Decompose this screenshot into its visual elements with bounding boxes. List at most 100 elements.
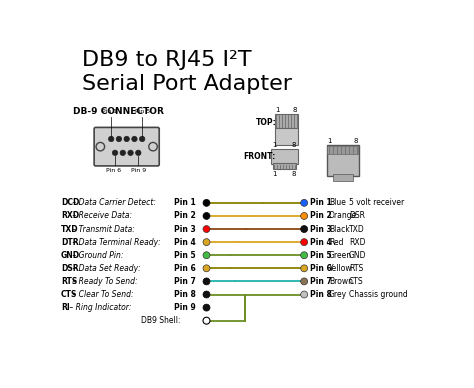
Text: 1: 1: [273, 142, 277, 148]
Text: Pin 8: Pin 8: [174, 290, 196, 299]
Text: Pin 1: Pin 1: [310, 198, 331, 207]
Text: GND: GND: [349, 251, 366, 260]
Bar: [275, 128, 298, 145]
Text: Green: Green: [329, 251, 352, 260]
Text: Pin 5: Pin 5: [310, 251, 331, 260]
Text: TXD: TXD: [61, 225, 78, 234]
Text: GND: GND: [61, 251, 80, 260]
Text: FRONT:: FRONT:: [244, 152, 276, 161]
Text: Pin 4: Pin 4: [310, 237, 331, 247]
Circle shape: [301, 265, 308, 272]
Text: DB9 Shell:: DB9 Shell:: [141, 316, 180, 325]
Circle shape: [301, 213, 308, 220]
Circle shape: [203, 213, 210, 220]
Text: Pin 3: Pin 3: [310, 225, 331, 234]
Text: – Data Terminal Ready:: – Data Terminal Ready:: [70, 237, 160, 247]
Text: Brown: Brown: [329, 277, 353, 286]
Text: Grey: Grey: [329, 290, 347, 299]
Bar: [328, 146, 358, 154]
Circle shape: [132, 136, 137, 142]
Text: RTS: RTS: [349, 264, 364, 273]
Text: – Ring Indicator:: – Ring Indicator:: [67, 303, 131, 312]
Circle shape: [203, 252, 210, 259]
Circle shape: [124, 136, 129, 142]
Text: Red: Red: [329, 237, 344, 247]
Text: CTS: CTS: [349, 277, 364, 286]
Text: 5 volt receiver: 5 volt receiver: [349, 198, 404, 207]
Text: Serial Port Adapter: Serial Port Adapter: [82, 74, 292, 94]
Text: Pin 1: Pin 1: [102, 109, 117, 114]
Text: – Transmit Data:: – Transmit Data:: [70, 225, 135, 234]
Text: – Ground Pin:: – Ground Pin:: [70, 251, 123, 260]
Text: Pin 6: Pin 6: [174, 264, 196, 273]
Text: Pin 4: Pin 4: [174, 237, 196, 247]
Circle shape: [96, 142, 105, 151]
Circle shape: [203, 199, 210, 206]
Text: Pin 2: Pin 2: [310, 211, 331, 220]
Circle shape: [203, 317, 210, 324]
Circle shape: [301, 252, 308, 259]
Circle shape: [128, 150, 133, 156]
Circle shape: [301, 239, 308, 246]
Text: Orange: Orange: [329, 211, 357, 220]
Bar: [273, 163, 296, 169]
Text: 1: 1: [328, 138, 332, 144]
Text: Pin 9: Pin 9: [131, 168, 146, 173]
Text: – Ready To Send:: – Ready To Send:: [70, 277, 137, 286]
Circle shape: [109, 136, 114, 142]
Circle shape: [203, 291, 210, 298]
Text: RXD: RXD: [349, 237, 365, 247]
Text: Pin 5: Pin 5: [174, 251, 196, 260]
Circle shape: [136, 150, 141, 156]
Text: DB9 to RJ45 I²T: DB9 to RJ45 I²T: [82, 50, 252, 70]
Text: CTS: CTS: [61, 290, 77, 299]
Text: 8: 8: [354, 138, 358, 144]
Text: RTS: RTS: [61, 277, 77, 286]
Circle shape: [203, 278, 210, 285]
Text: 8: 8: [292, 171, 296, 177]
Text: 1: 1: [275, 107, 280, 113]
Text: 8: 8: [292, 107, 297, 113]
Text: Blue: Blue: [329, 198, 346, 207]
Text: Pin 7: Pin 7: [174, 277, 196, 286]
Text: Pin 1: Pin 1: [174, 198, 196, 207]
Text: Chassis ground: Chassis ground: [349, 290, 408, 299]
Text: – Clear To Send:: – Clear To Send:: [70, 290, 133, 299]
Circle shape: [112, 150, 118, 156]
Text: – Receive Data:: – Receive Data:: [70, 211, 132, 220]
Circle shape: [116, 136, 122, 142]
Text: Pin 5: Pin 5: [135, 109, 150, 114]
FancyBboxPatch shape: [94, 127, 159, 166]
Text: Pin 6: Pin 6: [310, 264, 331, 273]
Text: TOP:: TOP:: [256, 118, 277, 127]
Circle shape: [203, 304, 210, 311]
Circle shape: [301, 199, 308, 206]
Text: 8: 8: [292, 142, 296, 148]
Bar: [271, 149, 298, 165]
Circle shape: [203, 239, 210, 246]
Text: RI: RI: [61, 303, 70, 312]
Text: TXD: TXD: [349, 225, 365, 234]
Text: Pin 2: Pin 2: [174, 211, 196, 220]
Text: Pin 8: Pin 8: [310, 290, 331, 299]
Circle shape: [139, 136, 145, 142]
Bar: [333, 174, 353, 180]
Bar: [275, 114, 298, 128]
Text: 1: 1: [273, 171, 277, 177]
Text: Pin 3: Pin 3: [174, 225, 196, 234]
Text: DCD: DCD: [61, 198, 79, 207]
Text: Pin 9: Pin 9: [174, 303, 196, 312]
Text: DTR: DTR: [61, 237, 78, 247]
Circle shape: [301, 225, 308, 232]
Text: RXD: RXD: [61, 211, 79, 220]
Circle shape: [203, 265, 210, 272]
Text: DSR: DSR: [349, 211, 365, 220]
Circle shape: [120, 150, 126, 156]
Text: – Data Set Ready:: – Data Set Ready:: [70, 264, 140, 273]
Text: DSR: DSR: [61, 264, 78, 273]
Text: Pin 6: Pin 6: [106, 168, 121, 173]
Text: Pin 7: Pin 7: [310, 277, 331, 286]
Circle shape: [203, 225, 210, 232]
Circle shape: [149, 142, 157, 151]
Circle shape: [301, 278, 308, 285]
